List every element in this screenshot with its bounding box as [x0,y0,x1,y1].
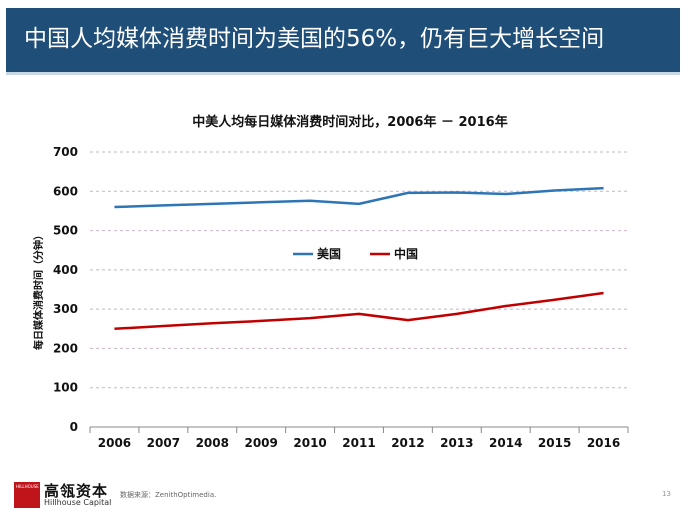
logo-text: HILLHOUSE [16,484,39,489]
y-tick-label: 300 [53,302,78,316]
x-tick-label: 2016 [587,436,620,450]
x-tick-label: 2015 [538,436,571,450]
page-number: 13 [662,490,671,498]
y-tick-label: 500 [53,224,78,238]
brand-name-cn: 高瓴资本 [44,482,109,500]
brand-name-en: Hillhouse Capital [44,498,112,507]
y-tick-label: 100 [53,381,78,395]
x-tick-label: 2006 [98,436,131,450]
chart-title: 中美人均每日媒体消费时间对比，2006年 － 2016年 [192,114,507,130]
y-tick-label: 700 [53,145,78,159]
x-tick-label: 2011 [342,436,375,450]
x-tick-label: 2007 [147,436,180,450]
x-tick-label: 2010 [293,436,326,450]
x-tick-label: 2014 [489,436,522,450]
hillhouse-logo: HILLHOUSE [14,482,40,508]
x-tick-label: 2008 [196,436,229,450]
x-tick-label: 2009 [244,436,277,450]
y-tick-label: 600 [53,184,78,198]
y-axis-label: 每日媒体消费时间（分钟） [32,230,45,350]
y-tick-label: 0 [70,420,78,434]
slide-title: 中国人均媒体消费时间为美国的56%，仍有巨大增长空间 [24,26,605,52]
x-tick-labels: 2006 2007 2008 2009 2010 2011 2012 2013 2014 2015… [98,436,620,450]
y-tick-labels: 0 100 200 300 400 500 600 700 [53,145,78,434]
y-tick-label: 200 [53,341,78,355]
y-tick-label: 400 [53,263,78,277]
x-tick-label: 2012 [391,436,424,450]
legend: 美国 中国 [293,246,418,261]
header-bar: 中国人均媒体消费时间为美国的56%，仍有巨大增长空间 [6,8,680,72]
series-lines [114,186,604,331]
legend-label: 美国 [317,246,341,261]
gridlines [89,151,629,433]
data-source: 数据来源：ZenithOptimedia. [120,491,217,499]
series-line-cn [114,291,604,331]
legend-label: 中国 [394,246,418,261]
header-divider [6,72,680,75]
x-tick-label: 2013 [440,436,473,450]
